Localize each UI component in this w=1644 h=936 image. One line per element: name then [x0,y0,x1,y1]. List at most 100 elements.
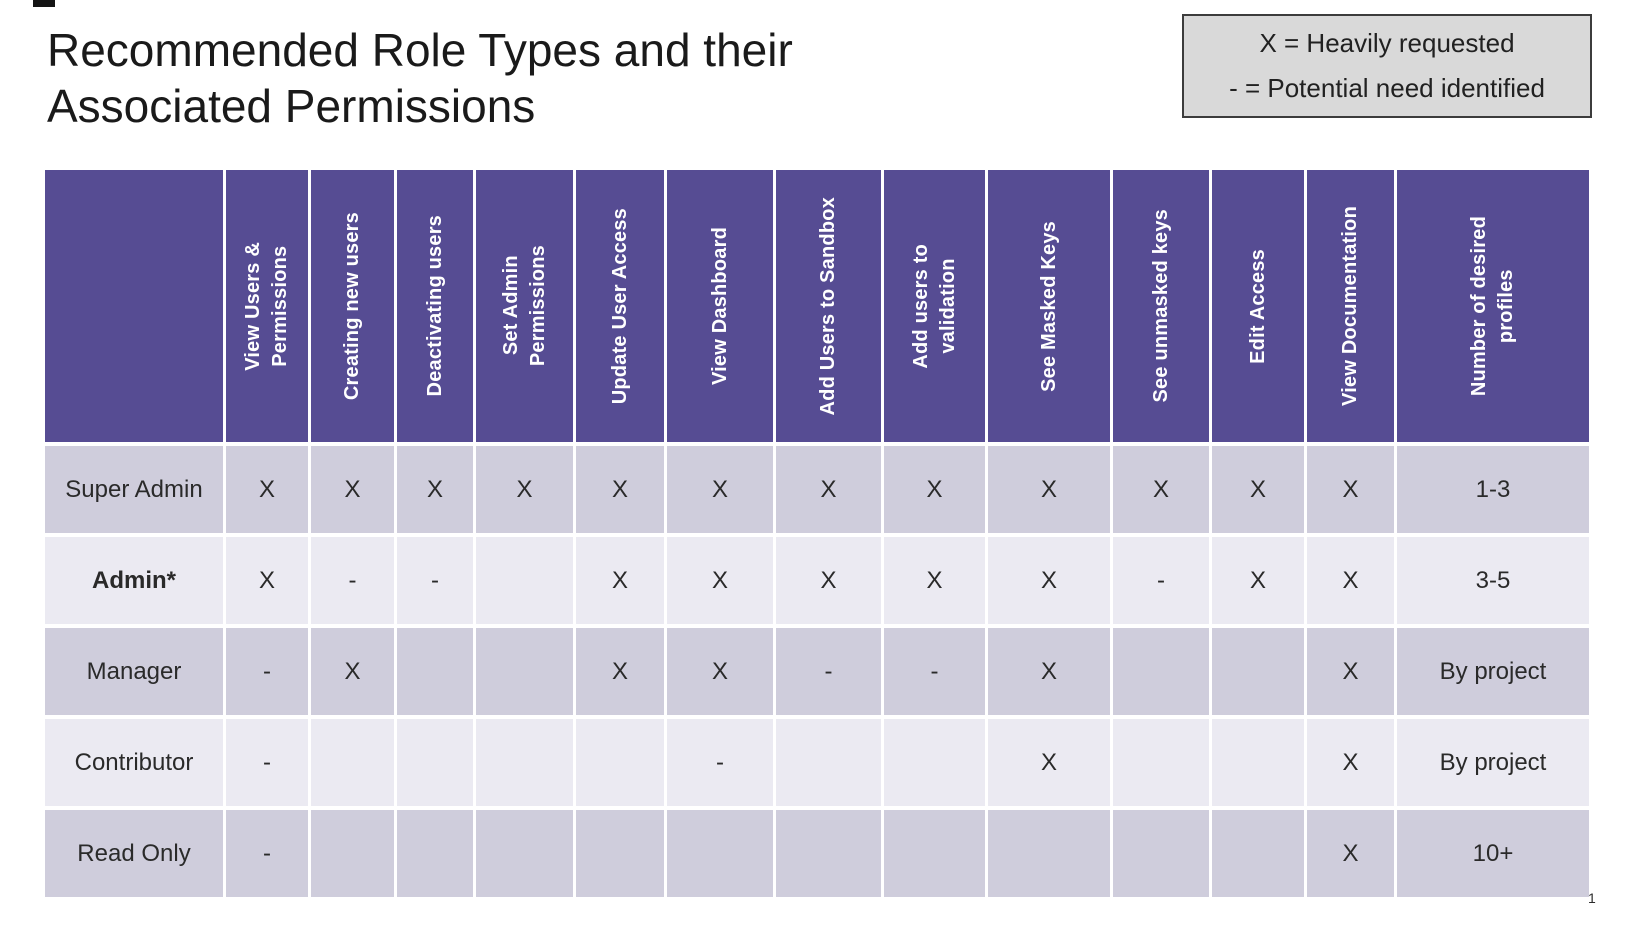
value-cell: X [1307,537,1394,624]
value-cell [1212,719,1304,806]
value-cell: X [226,446,308,533]
column-header-label: Edit Access [1246,248,1269,364]
value-cell: X [988,719,1110,806]
legend-line-heavily-requested: X = Heavily requested [1259,28,1515,58]
column-header-cell: Creating new users [311,170,394,442]
value-cell [884,719,985,806]
value-cell: X [988,628,1110,715]
value-cell [667,810,773,897]
value-cell: - [226,810,308,897]
value-cell [397,810,473,897]
column-header-label: Number of desired profiles [1468,215,1517,397]
value-cell [1212,628,1304,715]
value-cell: X [776,537,881,624]
column-header-cell: See unmasked keys [1113,170,1209,442]
value-cell [1113,628,1209,715]
column-header-label: View Dashboard [708,226,731,386]
value-cell: - [776,628,881,715]
value-cell: X [1307,628,1394,715]
value-cell: X [884,446,985,533]
column-header-cell: View Dashboard [667,170,773,442]
value-cell: X [1212,446,1304,533]
value-cell [476,537,573,624]
column-header-label: Add users to validation [909,243,959,369]
value-cell [1212,810,1304,897]
value-cell: X [311,446,394,533]
value-cell [988,810,1110,897]
value-cell: X [776,446,881,533]
page-title: Recommended Role Types and their Associa… [47,24,793,133]
value-cell: X [576,537,664,624]
table-corner-cell [45,170,223,442]
value-cell: 1-3 [1397,446,1589,533]
value-cell: X [311,628,394,715]
role-cell: Admin* [45,537,223,624]
role-cell: Super Admin [45,446,223,533]
value-cell [776,719,881,806]
value-cell: X [226,537,308,624]
value-cell: X [397,446,473,533]
value-cell: 3-5 [1397,537,1589,624]
legend-line-potential-need: - = Potential need identified [1229,73,1545,103]
value-cell [397,719,473,806]
value-cell [476,628,573,715]
page-number: 1 [1588,890,1596,906]
column-header-label: Creating new users [341,211,363,401]
value-cell: X [576,628,664,715]
value-cell [397,628,473,715]
legend-box: X = Heavily requested - = Potential need… [1182,14,1592,118]
value-cell [1113,719,1209,806]
value-cell [476,810,573,897]
value-cell: - [311,537,394,624]
value-cell [1113,810,1209,897]
value-cell [576,719,664,806]
value-cell: - [226,628,308,715]
permissions-table: View Users & Permissions Creating new use… [45,170,1589,897]
value-cell [476,719,573,806]
value-cell: X [1113,446,1209,533]
value-cell: X [667,628,773,715]
value-cell: - [397,537,473,624]
column-header-cell: Add users to validation [884,170,985,442]
role-cell: Contributor [45,719,223,806]
value-cell [576,810,664,897]
column-header-cell: Number of desired profiles [1397,170,1589,442]
column-header-label: Set Admin Permissions [499,245,549,367]
column-header-cell: View Users & Permissions [226,170,308,442]
value-cell: X [1212,537,1304,624]
value-cell [884,810,985,897]
value-cell [311,719,394,806]
value-cell: 10+ [1397,810,1589,897]
column-header-label: See unmasked keys [1149,209,1172,403]
value-cell: - [226,719,308,806]
value-cell: X [1307,719,1394,806]
column-header-label: Update User Access [608,207,631,405]
value-cell: X [988,537,1110,624]
column-header-cell: Update User Access [576,170,664,442]
column-header-cell: See Masked Keys [988,170,1110,442]
value-cell: X [1307,810,1394,897]
value-cell: X [988,446,1110,533]
value-cell: X [1307,446,1394,533]
column-header-label: View Documentation [1339,206,1361,406]
role-cell: Manager [45,628,223,715]
value-cell: By project [1397,719,1589,806]
value-cell: X [576,446,664,533]
value-cell: X [884,537,985,624]
role-cell: Read Only [45,810,223,897]
column-header-label: View Users & Permissions [242,241,291,371]
column-header-cell: Set Admin Permissions [476,170,573,442]
slide-edge-artifact [33,0,55,7]
column-header-cell: Add Users to Sandbox [776,170,881,442]
value-cell [311,810,394,897]
value-cell: - [1113,537,1209,624]
value-cell: X [476,446,573,533]
column-header-cell: View Documentation [1307,170,1394,442]
column-header-label: See Masked Keys [1037,220,1060,392]
column-header-label: Deactivating users [423,215,446,397]
value-cell: - [884,628,985,715]
column-header-label: Add Users to Sandbox [817,196,839,416]
value-cell: By project [1397,628,1589,715]
value-cell [776,810,881,897]
column-header-cell: Edit Access [1212,170,1304,442]
